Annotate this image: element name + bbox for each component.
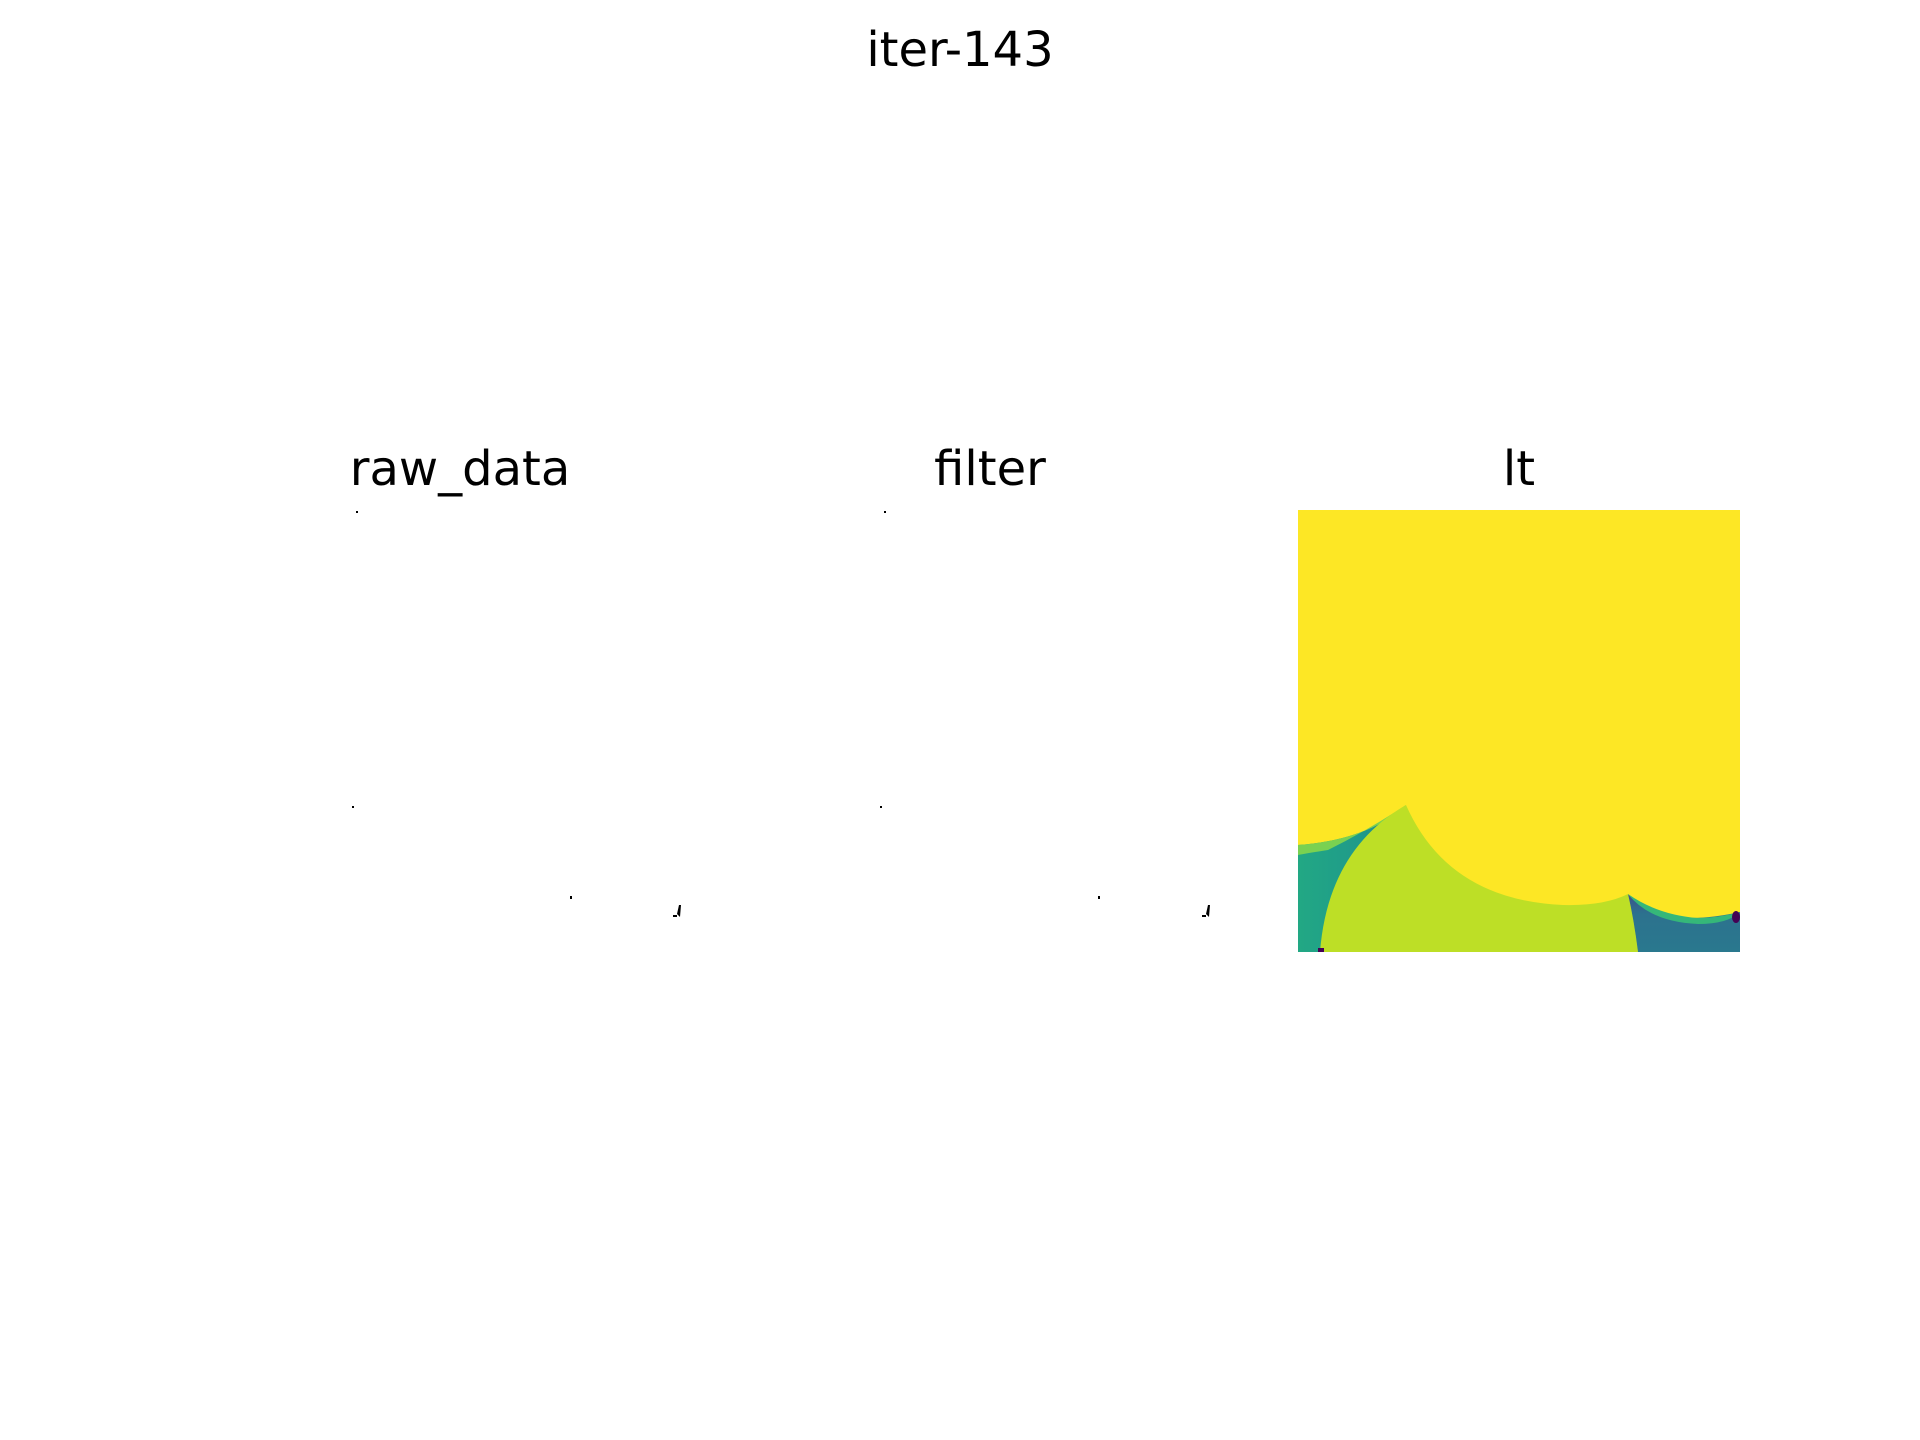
lt-yellow-green-region [1320, 805, 1638, 952]
filter-speck [884, 511, 886, 513]
raw-data-image [239, 510, 681, 952]
raw-data-speck [352, 806, 354, 808]
lt-left-green-band [1298, 805, 1406, 855]
lt-image [1298, 510, 1740, 952]
raw-data-speck [570, 896, 572, 899]
raw-data-speck [673, 915, 677, 917]
filter-background [769, 510, 1211, 952]
lt-title: lt [1502, 441, 1536, 497]
lt-canvas [1298, 510, 1740, 952]
filter-image [769, 510, 1211, 952]
raw-data-canvas [239, 510, 681, 952]
filter-speck [1202, 915, 1206, 917]
raw-data-speck [677, 905, 681, 917]
lt-right-teal-region [1628, 894, 1740, 952]
filter-title: filter [934, 441, 1046, 497]
raw-data-background [239, 510, 681, 952]
figure-title: iter-143 [866, 22, 1054, 78]
raw-data-title: raw_data [349, 441, 571, 497]
raw-data-speck [356, 511, 358, 513]
filter-speck [1206, 905, 1210, 917]
filter-canvas [769, 510, 1211, 952]
filter-speck [1098, 896, 1100, 899]
lt-purple-spot [1318, 948, 1324, 952]
lt-right-green-edge [1628, 894, 1740, 924]
lt-purple-spot [1732, 911, 1740, 923]
filter-speck [880, 806, 882, 808]
